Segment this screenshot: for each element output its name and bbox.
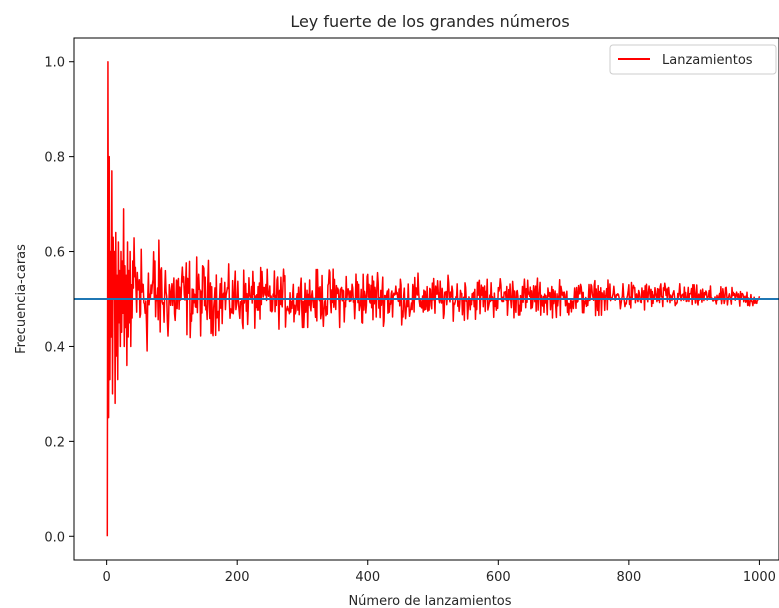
legend-label-lanzamientos: Lanzamientos bbox=[662, 53, 753, 68]
plot-area bbox=[74, 60, 779, 537]
legend-box bbox=[609, 44, 777, 75]
y-tick-label: 0.6 bbox=[44, 246, 65, 261]
x-tick-label: 0 bbox=[102, 570, 110, 585]
x-axis-ticks: 0 200 400 600 800 1000 bbox=[102, 560, 776, 585]
x-tick-label: 600 bbox=[486, 570, 511, 585]
x-tick-label: 200 bbox=[225, 570, 250, 585]
legend: Lanzamientos bbox=[609, 44, 777, 75]
y-tick-label: 0.0 bbox=[44, 530, 65, 545]
x-tick-label: 800 bbox=[616, 570, 641, 585]
chart-title: Ley fuerte de los grandes números bbox=[290, 12, 569, 31]
y-axis-label: Frecuencia-caras bbox=[14, 244, 29, 354]
x-tick-label: 400 bbox=[355, 570, 380, 585]
series-line-lanzamientos bbox=[106, 60, 761, 537]
y-tick-label: 0.8 bbox=[44, 151, 65, 166]
axes-frame bbox=[73, 37, 779, 561]
y-tick-label: 0.2 bbox=[44, 435, 65, 450]
y-tick-label: 1.0 bbox=[44, 56, 65, 71]
y-axis-ticks: 0.0 0.2 0.4 0.6 0.8 1.0 bbox=[44, 56, 74, 545]
x-tick-label: 1000 bbox=[743, 570, 776, 585]
y-tick-label: 0.4 bbox=[44, 340, 65, 355]
x-axis-label: Número de lanzamientos bbox=[348, 594, 511, 608]
